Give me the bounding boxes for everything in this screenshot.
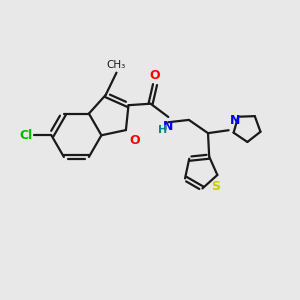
Text: O: O	[150, 69, 160, 82]
Text: CH₃: CH₃	[107, 60, 126, 70]
Text: O: O	[129, 134, 140, 147]
Text: N: N	[230, 114, 241, 127]
Text: N: N	[163, 120, 173, 133]
Text: H: H	[158, 125, 167, 135]
Text: S: S	[212, 180, 220, 193]
Text: Cl: Cl	[19, 129, 32, 142]
